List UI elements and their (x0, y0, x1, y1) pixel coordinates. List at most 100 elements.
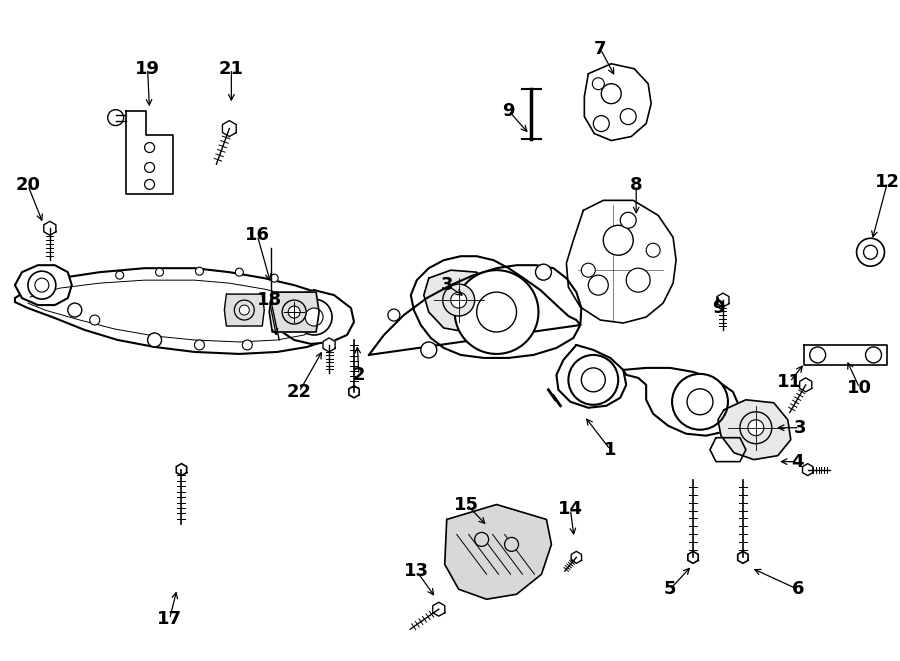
Text: 22: 22 (286, 383, 311, 401)
Polygon shape (224, 294, 265, 326)
Circle shape (305, 308, 323, 326)
Circle shape (90, 315, 100, 325)
Text: 3: 3 (440, 276, 453, 294)
Polygon shape (277, 290, 354, 344)
Polygon shape (44, 221, 56, 235)
Circle shape (581, 368, 606, 392)
Circle shape (194, 340, 204, 350)
Circle shape (592, 78, 604, 90)
Polygon shape (572, 551, 581, 563)
Text: 7: 7 (594, 40, 607, 58)
Polygon shape (445, 504, 552, 600)
Text: 21: 21 (219, 59, 244, 78)
Polygon shape (269, 292, 319, 332)
Text: 15: 15 (454, 496, 479, 514)
Polygon shape (584, 63, 651, 141)
Circle shape (388, 309, 400, 321)
Circle shape (296, 299, 332, 335)
Polygon shape (566, 200, 676, 323)
Circle shape (148, 333, 161, 347)
Circle shape (687, 389, 713, 414)
Circle shape (68, 303, 82, 317)
Circle shape (454, 270, 538, 354)
Circle shape (536, 264, 552, 280)
Circle shape (589, 275, 608, 295)
Circle shape (235, 268, 243, 276)
Circle shape (505, 537, 518, 551)
Polygon shape (803, 463, 813, 475)
Circle shape (748, 420, 764, 436)
Polygon shape (126, 110, 173, 194)
Circle shape (283, 300, 306, 324)
Polygon shape (323, 338, 335, 352)
Polygon shape (804, 345, 887, 365)
Circle shape (569, 355, 618, 405)
Circle shape (242, 340, 252, 350)
Circle shape (740, 412, 772, 444)
Circle shape (108, 110, 123, 126)
Circle shape (866, 347, 881, 363)
Circle shape (603, 225, 634, 255)
Text: 14: 14 (558, 500, 583, 518)
Circle shape (581, 263, 595, 277)
Circle shape (288, 306, 300, 318)
Circle shape (857, 238, 885, 266)
Polygon shape (800, 378, 812, 392)
Text: 4: 4 (791, 453, 804, 471)
Circle shape (145, 163, 155, 173)
Circle shape (145, 179, 155, 190)
Text: 10: 10 (847, 379, 872, 397)
Circle shape (863, 245, 878, 259)
Text: 9: 9 (712, 299, 724, 317)
Circle shape (156, 268, 164, 276)
Polygon shape (349, 386, 359, 398)
Polygon shape (623, 368, 740, 436)
Circle shape (451, 292, 467, 308)
Polygon shape (688, 551, 698, 563)
Text: 13: 13 (404, 563, 429, 580)
Circle shape (270, 274, 278, 282)
Polygon shape (424, 270, 493, 332)
Text: 5: 5 (664, 580, 676, 598)
Circle shape (672, 374, 728, 430)
Polygon shape (222, 120, 237, 137)
Polygon shape (15, 268, 347, 354)
Polygon shape (718, 400, 791, 459)
Text: 20: 20 (15, 176, 40, 194)
Text: 6: 6 (791, 580, 804, 598)
Polygon shape (556, 345, 626, 408)
Text: 1: 1 (604, 441, 617, 459)
Text: 16: 16 (245, 226, 270, 245)
Polygon shape (15, 265, 72, 305)
Circle shape (620, 108, 636, 124)
Circle shape (646, 243, 660, 257)
Polygon shape (176, 463, 186, 475)
Circle shape (443, 284, 474, 316)
Circle shape (620, 212, 636, 228)
Polygon shape (738, 551, 748, 563)
Circle shape (234, 300, 255, 320)
Polygon shape (369, 256, 581, 358)
Circle shape (116, 271, 123, 279)
Circle shape (593, 116, 609, 132)
Polygon shape (433, 602, 445, 616)
Text: 8: 8 (630, 176, 643, 194)
Circle shape (239, 305, 249, 315)
Text: 2: 2 (353, 366, 365, 384)
Circle shape (145, 143, 155, 153)
Circle shape (626, 268, 650, 292)
Circle shape (421, 342, 436, 358)
Text: 17: 17 (157, 610, 182, 628)
Text: 18: 18 (256, 291, 282, 309)
Text: 12: 12 (875, 173, 900, 192)
Circle shape (477, 292, 517, 332)
Text: 19: 19 (135, 59, 160, 78)
Circle shape (28, 271, 56, 299)
Circle shape (810, 347, 825, 363)
Circle shape (601, 84, 621, 104)
Circle shape (35, 278, 49, 292)
Polygon shape (717, 293, 729, 307)
Text: 3: 3 (794, 418, 806, 437)
Circle shape (474, 532, 489, 547)
Text: 11: 11 (778, 373, 802, 391)
